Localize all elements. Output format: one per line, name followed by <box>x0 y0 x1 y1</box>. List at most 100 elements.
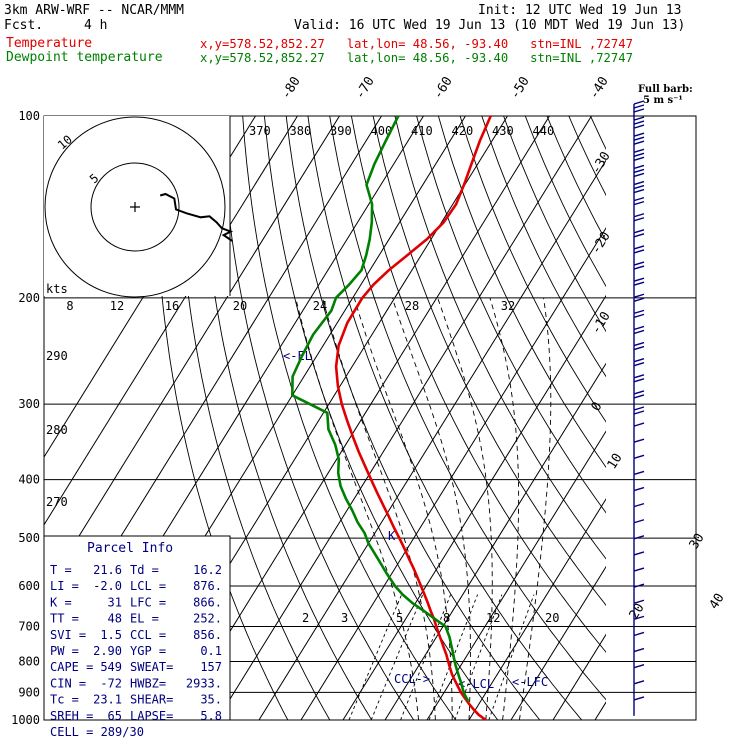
wind-barb-flag <box>633 152 645 157</box>
isotherm--100 <box>44 116 340 594</box>
temp-legend-label: Temperature <box>6 36 93 51</box>
wind-barb-flag <box>633 583 645 588</box>
mixing-ratio-label-12: 12 <box>486 611 500 625</box>
wind-barb-flag <box>633 168 645 174</box>
wind-barb <box>633 309 645 330</box>
dry-adiabat-350 <box>372 116 606 606</box>
plot-border <box>43 115 697 721</box>
el-marker: <-EL <box>283 349 312 363</box>
moist-adiabat-28 <box>489 297 520 720</box>
wind-barb-flag <box>633 680 645 685</box>
k-marker: K <box>388 529 396 543</box>
moist-adiabat-32 <box>518 297 552 720</box>
wind-barb <box>633 664 645 684</box>
mixing-ratio-8 <box>428 594 479 720</box>
parcel-key: CIN = <box>50 676 86 690</box>
parcel-key: HWBZ= <box>130 676 166 690</box>
wind-barb-flag <box>633 124 645 129</box>
parcel-value: 16.2 <box>193 563 222 577</box>
wind-barb-flag <box>633 293 645 298</box>
wind-barb <box>633 406 645 426</box>
wind-barb-flag <box>633 313 645 319</box>
wind-barb <box>633 390 645 410</box>
wind-barb-flag <box>633 647 645 653</box>
wind-barb <box>633 486 645 507</box>
parcel-key: TT = <box>50 612 79 626</box>
wind-barb-flag <box>633 325 645 331</box>
parcel-value: 48 <box>108 612 122 626</box>
wind-barb <box>633 132 645 153</box>
mixing-ratio-3 <box>370 594 424 720</box>
wind-barb <box>633 551 645 571</box>
isotherm--40 <box>216 116 592 720</box>
wind-barb <box>633 454 645 475</box>
parcel-value: 2.90 <box>93 644 122 658</box>
isotherm-label-10: 10 <box>605 451 626 472</box>
isotherm--30 <box>258 159 606 720</box>
parcel-title: Parcel Info <box>87 541 173 556</box>
wind-barb-flag <box>633 140 645 145</box>
parcel-value: 65 <box>108 709 122 723</box>
theta-label-410: 410 <box>411 124 433 138</box>
dew-legend-location: x,y=578.52,852.27 lat,lon= 48.56, -93.40… <box>200 51 633 65</box>
wind-barb <box>633 647 645 668</box>
wind-barb <box>633 519 645 539</box>
parcel-value: 35. <box>200 693 222 707</box>
moist-adiabat-20 <box>391 297 471 720</box>
wind-barb-flag <box>633 132 645 137</box>
wind-barb-flag <box>633 116 645 121</box>
wind-barb <box>633 422 645 443</box>
wind-barb-flag <box>633 631 645 637</box>
parcel-key: T = <box>50 563 72 577</box>
isotherm-label-0: 0 <box>589 400 606 415</box>
isotherm-label--30: -30 <box>589 149 614 177</box>
pressure-label-200: 200 <box>18 291 40 305</box>
theta-label-430: 430 <box>492 124 514 138</box>
pressure-label-800: 800 <box>18 654 40 668</box>
isotherm-label-40: 40 <box>707 591 728 612</box>
mixing-ratio-label-8: 8 <box>443 611 450 625</box>
wind-barb <box>633 374 645 394</box>
parcel-value: 157 <box>200 660 222 674</box>
wind-barbs <box>633 100 645 716</box>
wind-barb-flag <box>633 297 645 302</box>
wind-barb-flag <box>633 341 645 347</box>
parcel-key: YGP = <box>130 644 166 658</box>
wind-barb-flag <box>633 378 645 383</box>
dry-adiabat-460 <box>612 116 740 733</box>
parcel-value: 2933. <box>186 676 222 690</box>
pressure-label-100: 100 <box>18 109 40 123</box>
wind-barb-flag <box>633 217 645 222</box>
fcst-label: Fcst. <box>4 18 44 33</box>
parcel-key: CAPE = <box>50 660 93 674</box>
wind-barb <box>633 696 645 716</box>
hodograph-speed-label-24: 24 <box>313 299 327 313</box>
mixing-ratio-label-3: 3 <box>341 611 348 625</box>
theta-label-390: 390 <box>330 124 352 138</box>
parcel-key: SREH = <box>50 709 93 723</box>
wind-barb <box>633 680 645 700</box>
isotherm-20 <box>468 498 606 720</box>
wind-barb-flag <box>633 148 645 153</box>
wind-barb <box>633 599 645 620</box>
wind-barb-flag <box>633 696 645 701</box>
wind-barb <box>633 567 645 588</box>
wind-barb-flag <box>633 486 645 492</box>
parcel-key: SVI = <box>50 628 86 642</box>
parcel-value: 5.8 <box>200 709 222 723</box>
init-time: Init: 12 UTC Wed 19 Jun 13 <box>478 3 682 18</box>
wind-barb-flag <box>633 200 645 206</box>
wind-barb-flag <box>633 172 645 178</box>
grid-clip <box>44 116 740 733</box>
wind-barb-flag <box>633 374 645 379</box>
wind-barb <box>633 213 645 233</box>
wind-barb <box>633 631 645 652</box>
parcel-value: 252. <box>193 612 222 626</box>
dry-adiabat-410 <box>503 116 606 333</box>
wind-barb-flag <box>633 362 645 367</box>
series-clip <box>291 116 492 720</box>
wind-barb-flag <box>633 551 645 556</box>
dry-adiabat-380 <box>437 116 606 468</box>
parcel-key: LFC = <box>130 595 166 609</box>
